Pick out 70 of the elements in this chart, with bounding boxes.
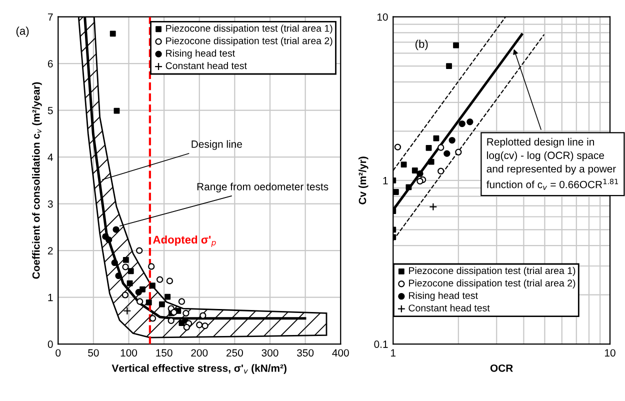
y-tick-label: 10	[377, 13, 388, 21]
y-tick-label: 5	[48, 106, 53, 114]
point	[136, 247, 143, 254]
legend-label: Piezocone dissipation test (trial area 1)	[166, 24, 332, 34]
y-tick-label: 2	[48, 247, 53, 254]
legend-label: Piezocone dissipation test (trial area 1)	[409, 266, 576, 276]
y-tick-label: 1	[48, 294, 53, 302]
point	[146, 299, 152, 306]
x-tick-label: 250	[226, 349, 243, 357]
point	[106, 236, 112, 244]
point	[148, 263, 155, 270]
y-tick-label: 4	[48, 154, 53, 161]
point	[112, 226, 120, 233]
legend-label: Piezocone dissipation test (trial area 2)	[409, 279, 576, 288]
y-tick-label: 7	[48, 13, 53, 21]
y-tick-label: 0	[48, 340, 53, 348]
y-tick-label: 3	[48, 200, 53, 208]
x-axis-title: Vertical effective stress, σ'$_{v}$ (kN/m²)	[112, 364, 286, 374]
point	[156, 276, 164, 283]
point	[136, 298, 144, 305]
x-tick-label: 10	[605, 349, 616, 357]
x-tick-label: 1	[391, 349, 396, 356]
point	[202, 322, 208, 330]
point	[122, 256, 129, 263]
x-tick-label: 100	[120, 349, 138, 357]
legend-label: Rising head test	[409, 292, 478, 301]
point	[183, 324, 190, 331]
point	[110, 30, 116, 37]
annotation: Range from oedometer tests	[197, 182, 328, 192]
point	[126, 280, 133, 286]
annotation: (b)	[416, 40, 428, 50]
legend-label: Constant head test	[408, 304, 490, 312]
point	[149, 315, 156, 322]
x-tick-label: 150	[156, 349, 172, 357]
point	[178, 298, 186, 305]
point	[182, 310, 190, 317]
point	[114, 108, 120, 114]
point	[158, 301, 165, 308]
x-tick-label: 0	[56, 349, 61, 357]
x-tick-label: 200	[191, 349, 208, 357]
point	[123, 306, 132, 315]
point	[128, 268, 134, 274]
point	[111, 259, 118, 266]
x-axis-title: OCR	[490, 364, 513, 372]
legend-label: Rising head test	[166, 50, 235, 59]
annotation: Design line	[192, 140, 242, 150]
point	[122, 292, 129, 298]
x-tick-label: 400	[332, 349, 349, 357]
point	[115, 272, 122, 280]
point	[170, 308, 178, 316]
legend-label: Piezocone dissipation test (trial area 2)	[166, 37, 332, 46]
ref-line-label: Adopted σ'$_{p}$	[153, 235, 216, 247]
y-axis-title: Coefficient of consolidation c$_{v}$ (m²/year)	[32, 82, 42, 279]
point	[135, 288, 142, 296]
annotation: Replotted design line in log(cv) - log (OCR) space and represented by a power function of c$_{v}$ = 0.66OCR$^{1.81}$	[486, 138, 618, 190]
point	[150, 282, 156, 289]
point	[164, 294, 171, 300]
x-tick-label: 300	[262, 349, 278, 357]
y-tick-label: 1	[383, 177, 388, 184]
text: (a)	[16, 26, 29, 38]
x-tick-label: 50	[88, 349, 99, 357]
point	[122, 264, 129, 270]
x-tick-label: 350	[297, 349, 314, 357]
point	[196, 322, 203, 328]
y-axis-title: Cv (m²/yr)	[358, 156, 368, 204]
y-tick-label: 6	[48, 60, 53, 68]
legend-label: Constant head test	[166, 62, 247, 70]
point	[200, 312, 206, 319]
y-tick-label: 0.1	[374, 340, 388, 348]
point	[166, 278, 174, 284]
